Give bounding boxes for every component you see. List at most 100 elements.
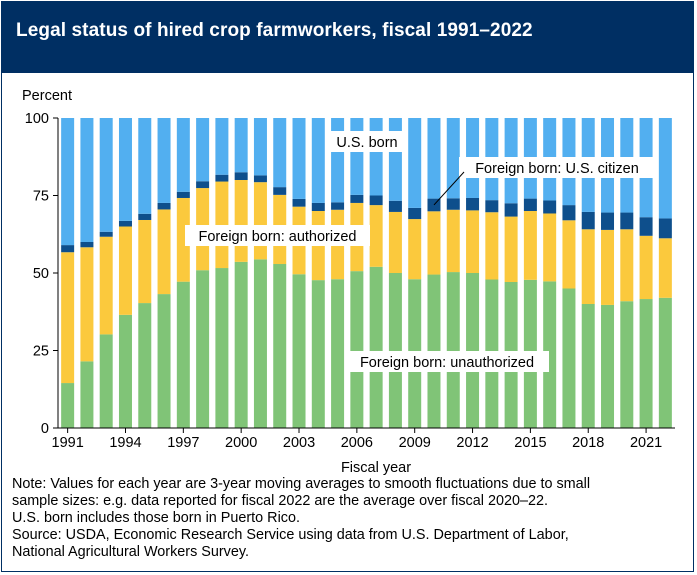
- annotation-leader-line: [433, 171, 465, 206]
- x-tick-label: 2021: [630, 435, 662, 451]
- bar-segment-foreign-born-u-s-citizen-1999: [215, 174, 229, 182]
- bar-segment-foreign-born-authorized-2021: [639, 235, 653, 300]
- note-line: Source: USDA, Economic Research Service …: [12, 527, 569, 543]
- x-tick-label: 2009: [399, 435, 431, 451]
- note-line: National Agricultural Workers Survey.: [12, 544, 250, 560]
- bar-segment-u-s-born-1996: [157, 118, 171, 203]
- annotation-u-s-born-bg: [331, 131, 403, 152]
- bar-segment-u-s-born-2005: [331, 118, 345, 203]
- bar-segment-foreign-born-authorized-1995: [138, 219, 152, 304]
- bar-segment-u-s-born-2004: [311, 118, 325, 203]
- bar-segment-foreign-born-authorized-1994: [118, 226, 132, 315]
- bar-segment-foreign-born-u-s-citizen-2018: [581, 211, 595, 230]
- bar-segment-u-s-born-2002: [273, 118, 287, 188]
- bar-segment-foreign-born-u-s-citizen-2001: [253, 175, 267, 183]
- bar-segment-foreign-born-authorized-2020: [620, 229, 634, 302]
- bar-segment-foreign-born-unauthorized-1993: [99, 334, 113, 428]
- bar-segment-u-s-born-1997: [176, 118, 190, 192]
- bar-segment-foreign-born-unauthorized-2000: [234, 261, 248, 428]
- bar-segment-u-s-born-2011: [446, 118, 460, 199]
- bar-segment-u-s-born-1994: [118, 118, 132, 221]
- bar-segment-u-s-born-2022: [658, 118, 672, 219]
- bar-segment-foreign-born-unauthorized-2019: [601, 304, 615, 428]
- bar-segment-u-s-born-1995: [138, 118, 152, 214]
- bar-segment-foreign-born-authorized-2000: [234, 180, 248, 262]
- bar-segment-foreign-born-u-s-citizen-2016: [543, 200, 557, 214]
- bar-segment-foreign-born-authorized-1991: [61, 252, 75, 384]
- bar-segment-foreign-born-unauthorized-2016: [543, 281, 557, 428]
- y-tick-label: 75: [33, 189, 49, 205]
- x-tick-label: 2018: [572, 435, 604, 451]
- x-tick-label: 2000: [225, 435, 257, 451]
- bar-segment-foreign-born-unauthorized-2021: [639, 299, 653, 428]
- bar-segment-foreign-born-authorized-2008: [388, 211, 402, 273]
- bar-segment-foreign-born-authorized-2022: [658, 238, 672, 298]
- bar-segment-foreign-born-u-s-citizen-2019: [601, 212, 615, 230]
- bar-segment-foreign-born-unauthorized-1995: [138, 303, 152, 428]
- chart-title: Legal status of hired crop farmworkers, …: [16, 20, 533, 41]
- y-tick-label: 25: [33, 344, 49, 360]
- axes-group: 0 25 50 75 100 1991 1994 1997 2000 2003 2006 2009 20…: [25, 111, 675, 451]
- bar-segment-foreign-born-u-s-citizen-1994: [118, 220, 132, 227]
- bar-segment-foreign-born-u-s-citizen-2022: [658, 218, 672, 239]
- bar-segment-foreign-born-authorized-2013: [485, 212, 499, 280]
- x-tick-label: 2012: [456, 435, 488, 451]
- bar-segment-foreign-born-u-s-citizen-2003: [292, 198, 306, 207]
- bar-segment-foreign-born-u-s-citizen-1998: [196, 181, 210, 189]
- bar-segment-foreign-born-authorized-1996: [157, 209, 171, 295]
- annotation-foreign-born-u-s-citizen: Foreign born: U.S. citizen: [475, 161, 639, 177]
- bar-segment-foreign-born-authorized-2018: [581, 229, 595, 304]
- bar-segment-foreign-born-u-s-citizen-2000: [234, 172, 248, 180]
- bar-segment-foreign-born-u-s-citizen-2006: [350, 194, 364, 203]
- bar-segment-foreign-born-unauthorized-2003: [292, 274, 306, 428]
- bar-segment-foreign-born-authorized-2012: [466, 210, 480, 273]
- note-line: Note: Values for each year are 3-year mo…: [12, 476, 591, 492]
- bar-segment-foreign-born-authorized-2007: [369, 205, 383, 267]
- x-tick-label: 1997: [167, 435, 199, 451]
- bar-segment-foreign-born-authorized-2001: [253, 182, 267, 260]
- bar-segment-foreign-born-unauthorized-1996: [157, 294, 171, 428]
- bar-segment-foreign-born-unauthorized-2005: [331, 279, 345, 428]
- bar-segment-foreign-born-unauthorized-1998: [196, 270, 210, 428]
- bar-segment-u-s-born-2010: [427, 118, 441, 199]
- bar-segment-foreign-born-unauthorized-1997: [176, 281, 190, 428]
- bar-segment-foreign-born-u-s-citizen-2004: [311, 202, 325, 211]
- bar-segment-foreign-born-unauthorized-2007: [369, 266, 383, 428]
- bar-segment-foreign-born-authorized-2010: [427, 211, 441, 275]
- annotation-u-s-born: U.S. born: [336, 135, 397, 151]
- bar-segment-foreign-born-unauthorized-2004: [311, 280, 325, 428]
- bar-segment-foreign-born-u-s-citizen-1995: [138, 213, 152, 220]
- bar-segment-foreign-born-unauthorized-2001: [253, 259, 267, 428]
- bar-segment-foreign-born-unauthorized-2012: [466, 273, 480, 428]
- bar-segment-u-s-born-2001: [253, 118, 267, 176]
- bar-segment-foreign-born-unauthorized-1994: [118, 314, 132, 428]
- bar-segment-foreign-born-u-s-citizen-2007: [369, 195, 383, 206]
- bar-segment-foreign-born-authorized-2017: [562, 220, 576, 289]
- bar-segment-foreign-born-unauthorized-2002: [273, 264, 287, 428]
- bar-segment-foreign-born-authorized-1993: [99, 236, 113, 335]
- bar-segment-foreign-born-u-s-citizen-2005: [331, 202, 345, 210]
- annotations-group: U.S. born Foreign born: U.S. citizen Forei…: [185, 131, 655, 372]
- bar-segment-foreign-born-authorized-2011: [446, 209, 460, 273]
- bar-segment-foreign-born-authorized-1997: [176, 197, 190, 282]
- bar-segment-foreign-born-unauthorized-1992: [80, 361, 94, 428]
- bar-segment-foreign-born-u-s-citizen-1996: [157, 202, 171, 210]
- x-axis-label: Fiscal year: [341, 460, 411, 476]
- annotation-foreign-born-authorized: Foreign born: authorized: [199, 229, 357, 245]
- x-tick-label: 2003: [283, 435, 315, 451]
- bar-segment-u-s-born-1999: [215, 118, 229, 175]
- bar-segment-u-s-born-2008: [388, 118, 402, 201]
- y-tick-label: 0: [41, 421, 49, 437]
- bar-segment-foreign-born-u-s-citizen-2017: [562, 205, 576, 221]
- bar-segment-u-s-born-2006: [350, 118, 364, 195]
- bar-segment-u-s-born-1998: [196, 118, 210, 182]
- bar-segment-foreign-born-u-s-citizen-2008: [388, 200, 402, 212]
- bar-segment-foreign-born-authorized-1992: [80, 247, 94, 362]
- chart-notes: Note: Values for each year are 3-year mo…: [12, 476, 684, 561]
- bar-segment-u-s-born-1991: [61, 118, 75, 246]
- bar-segment-foreign-born-authorized-2009: [408, 219, 422, 280]
- bar-segment-foreign-born-authorized-2019: [601, 229, 615, 305]
- bars-group: [61, 118, 672, 428]
